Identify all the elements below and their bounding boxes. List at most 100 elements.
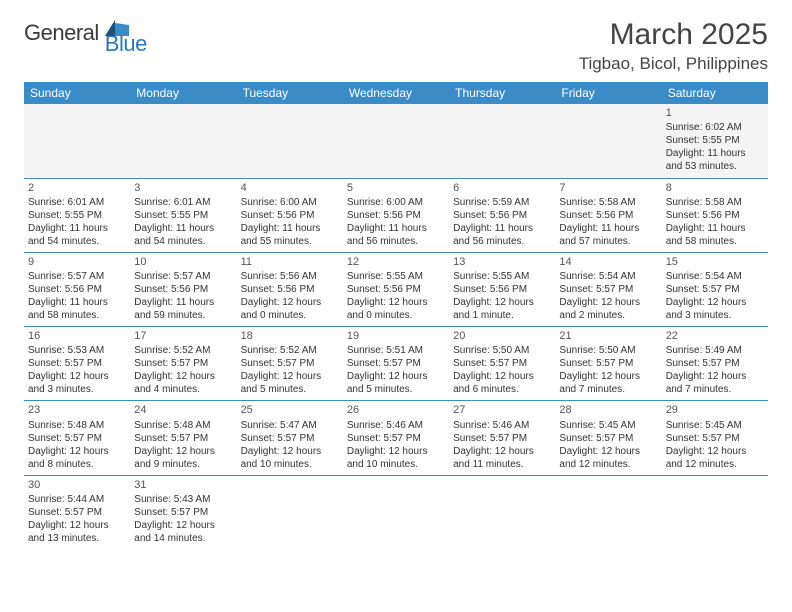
calendar-cell: 2Sunrise: 6:01 AMSunset: 5:55 PMDaylight… (24, 178, 130, 252)
daylight-line1: Daylight: 12 hours (28, 519, 126, 532)
daylight-line2: and 56 minutes. (453, 235, 551, 248)
sunrise-text: Sunrise: 5:56 AM (241, 270, 339, 283)
daylight-line2: and 56 minutes. (347, 235, 445, 248)
daylight-line2: and 8 minutes. (28, 458, 126, 471)
day-number: 2 (28, 181, 126, 195)
sunset-text: Sunset: 5:56 PM (347, 209, 445, 222)
daylight-line1: Daylight: 12 hours (666, 296, 764, 309)
day-number: 9 (28, 255, 126, 269)
sunrise-text: Sunrise: 5:43 AM (134, 493, 232, 506)
sunrise-text: Sunrise: 5:46 AM (453, 419, 551, 432)
calendar-cell: 13Sunrise: 5:55 AMSunset: 5:56 PMDayligh… (449, 252, 555, 326)
daylight-line2: and 4 minutes. (134, 383, 232, 396)
calendar-cell: 4Sunrise: 6:00 AMSunset: 5:56 PMDaylight… (237, 178, 343, 252)
calendar-cell: 27Sunrise: 5:46 AMSunset: 5:57 PMDayligh… (449, 401, 555, 475)
calendar-cell: 17Sunrise: 5:52 AMSunset: 5:57 PMDayligh… (130, 327, 236, 401)
daylight-line1: Daylight: 12 hours (666, 370, 764, 383)
daylight-line2: and 5 minutes. (241, 383, 339, 396)
day-number: 22 (666, 329, 764, 343)
sunset-text: Sunset: 5:56 PM (559, 209, 657, 222)
sunset-text: Sunset: 5:56 PM (453, 283, 551, 296)
day-number: 4 (241, 181, 339, 195)
day-number: 12 (347, 255, 445, 269)
daylight-line2: and 14 minutes. (134, 532, 232, 545)
sunset-text: Sunset: 5:56 PM (666, 209, 764, 222)
sunrise-text: Sunrise: 5:58 AM (666, 196, 764, 209)
day-number: 13 (453, 255, 551, 269)
daylight-line2: and 10 minutes. (241, 458, 339, 471)
daylight-line2: and 55 minutes. (241, 235, 339, 248)
sunrise-text: Sunrise: 6:00 AM (347, 196, 445, 209)
calendar-cell (130, 104, 236, 178)
sunrise-text: Sunrise: 5:46 AM (347, 419, 445, 432)
sunset-text: Sunset: 5:57 PM (559, 432, 657, 445)
sunset-text: Sunset: 5:55 PM (134, 209, 232, 222)
sunset-text: Sunset: 5:57 PM (666, 357, 764, 370)
sunrise-text: Sunrise: 5:48 AM (134, 419, 232, 432)
daylight-line1: Daylight: 11 hours (28, 296, 126, 309)
calendar-row: 23Sunrise: 5:48 AMSunset: 5:57 PMDayligh… (24, 401, 768, 475)
calendar-row: 16Sunrise: 5:53 AMSunset: 5:57 PMDayligh… (24, 327, 768, 401)
sunset-text: Sunset: 5:57 PM (347, 432, 445, 445)
sunset-text: Sunset: 5:56 PM (347, 283, 445, 296)
calendar-header-row: SundayMondayTuesdayWednesdayThursdayFrid… (24, 82, 768, 104)
calendar-cell: 18Sunrise: 5:52 AMSunset: 5:57 PMDayligh… (237, 327, 343, 401)
sunrise-text: Sunrise: 5:45 AM (666, 419, 764, 432)
calendar-cell (24, 104, 130, 178)
daylight-line1: Daylight: 12 hours (28, 370, 126, 383)
day-number: 27 (453, 403, 551, 417)
daylight-line2: and 58 minutes. (666, 235, 764, 248)
calendar-cell: 7Sunrise: 5:58 AMSunset: 5:56 PMDaylight… (555, 178, 661, 252)
day-number: 25 (241, 403, 339, 417)
calendar-cell (237, 104, 343, 178)
calendar-cell (555, 475, 661, 549)
sunrise-text: Sunrise: 5:59 AM (453, 196, 551, 209)
calendar-cell: 21Sunrise: 5:50 AMSunset: 5:57 PMDayligh… (555, 327, 661, 401)
calendar-cell: 20Sunrise: 5:50 AMSunset: 5:57 PMDayligh… (449, 327, 555, 401)
daylight-line2: and 3 minutes. (666, 309, 764, 322)
day-number: 17 (134, 329, 232, 343)
sunset-text: Sunset: 5:57 PM (453, 432, 551, 445)
calendar-cell (237, 475, 343, 549)
sunset-text: Sunset: 5:57 PM (134, 506, 232, 519)
daylight-line1: Daylight: 12 hours (347, 296, 445, 309)
calendar-cell: 29Sunrise: 5:45 AMSunset: 5:57 PMDayligh… (662, 401, 768, 475)
day-number: 21 (559, 329, 657, 343)
day-number: 23 (28, 403, 126, 417)
calendar-cell (555, 104, 661, 178)
calendar-body: 1Sunrise: 6:02 AMSunset: 5:55 PMDaylight… (24, 104, 768, 549)
day-number: 14 (559, 255, 657, 269)
daylight-line2: and 10 minutes. (347, 458, 445, 471)
sunrise-text: Sunrise: 6:02 AM (666, 121, 764, 134)
sunrise-text: Sunrise: 5:54 AM (559, 270, 657, 283)
sunrise-text: Sunrise: 5:58 AM (559, 196, 657, 209)
daylight-line1: Daylight: 12 hours (134, 519, 232, 532)
day-number: 10 (134, 255, 232, 269)
sunset-text: Sunset: 5:55 PM (28, 209, 126, 222)
daylight-line2: and 54 minutes. (134, 235, 232, 248)
daylight-line1: Daylight: 12 hours (347, 445, 445, 458)
daylight-line2: and 57 minutes. (559, 235, 657, 248)
sunrise-text: Sunrise: 5:49 AM (666, 344, 764, 357)
daylight-line1: Daylight: 12 hours (453, 296, 551, 309)
sunset-text: Sunset: 5:57 PM (28, 432, 126, 445)
day-number: 28 (559, 403, 657, 417)
calendar-cell (343, 475, 449, 549)
daylight-line1: Daylight: 12 hours (453, 370, 551, 383)
day-number: 29 (666, 403, 764, 417)
calendar-cell: 25Sunrise: 5:47 AMSunset: 5:57 PMDayligh… (237, 401, 343, 475)
sunset-text: Sunset: 5:56 PM (134, 283, 232, 296)
daylight-line2: and 0 minutes. (241, 309, 339, 322)
daylight-line1: Daylight: 11 hours (28, 222, 126, 235)
daylight-line2: and 1 minute. (453, 309, 551, 322)
sunrise-text: Sunrise: 6:01 AM (134, 196, 232, 209)
day-number: 31 (134, 478, 232, 492)
sunrise-text: Sunrise: 5:55 AM (347, 270, 445, 283)
day-header: Sunday (24, 82, 130, 104)
day-number: 1 (666, 106, 764, 120)
day-header: Thursday (449, 82, 555, 104)
daylight-line1: Daylight: 11 hours (241, 222, 339, 235)
calendar-cell: 22Sunrise: 5:49 AMSunset: 5:57 PMDayligh… (662, 327, 768, 401)
calendar-table: SundayMondayTuesdayWednesdayThursdayFrid… (24, 82, 768, 549)
sunrise-text: Sunrise: 5:52 AM (241, 344, 339, 357)
